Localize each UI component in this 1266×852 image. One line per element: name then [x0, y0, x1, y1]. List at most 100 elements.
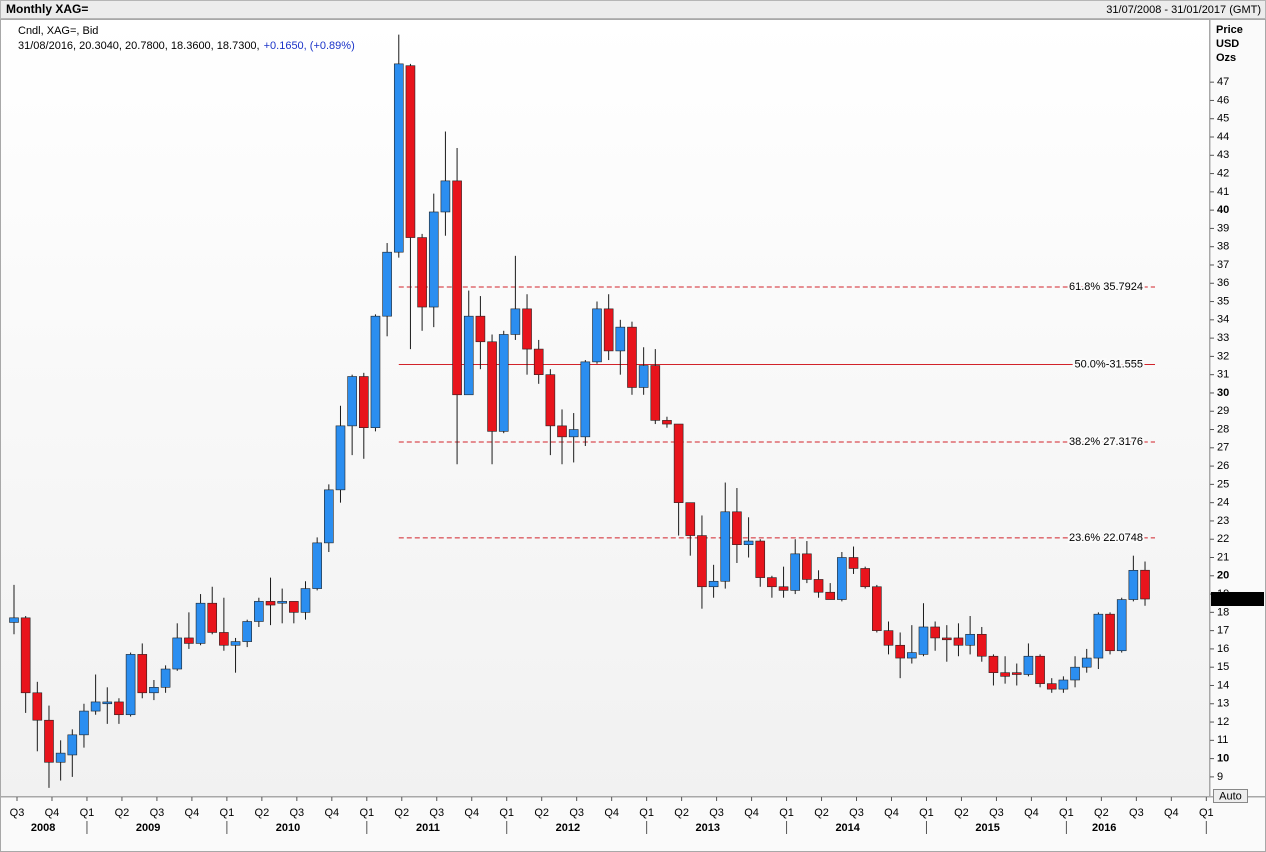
candle-body	[1035, 655, 1045, 684]
candle-body	[522, 308, 532, 350]
x-tick-label: Q2	[954, 807, 969, 819]
y-tick-label: 12	[1217, 716, 1229, 728]
y-tick-label: 14	[1217, 679, 1229, 691]
candle-body	[732, 511, 742, 546]
candle-body	[254, 601, 264, 622]
header-bar	[0, 0, 1266, 19]
date-range: 31/07/2008 - 31/01/2017 (GMT)	[1106, 4, 1261, 16]
candle-body	[510, 308, 521, 335]
candle-body	[90, 701, 101, 712]
candle-body	[662, 420, 672, 425]
y-tick-label: 16	[1217, 643, 1229, 655]
y-tick-label: 36	[1217, 277, 1229, 289]
candle-body	[382, 251, 392, 317]
x-tick-label: Q1	[919, 807, 934, 819]
candle-body	[545, 374, 556, 427]
y-tick-label: 10	[1217, 753, 1229, 765]
year-label: 2016	[1092, 822, 1116, 834]
candle-body	[533, 348, 544, 375]
legend-ohlc: 31/08/2016, 20.3040, 20.7800, 18.3600, 1…	[18, 40, 260, 52]
x-tick-label: Q2	[814, 807, 829, 819]
candle-body	[790, 553, 801, 591]
legend-line: Cndl, XAG=, Bid	[18, 25, 98, 37]
candle-body	[440, 180, 451, 213]
y-axis-title: USD	[1216, 38, 1239, 50]
legend-change: +0.1650, (+0.89%)	[264, 40, 355, 52]
candle-body	[347, 376, 357, 427]
auto-button-label[interactable]: Auto	[1219, 790, 1242, 802]
x-tick-label: Q3	[1129, 807, 1144, 819]
candle-body	[1000, 672, 1010, 677]
fib-label: 23.6% 22.0748	[1069, 532, 1143, 544]
candle-body	[837, 557, 847, 600]
x-tick-label: Q4	[464, 807, 479, 819]
candle-body	[685, 502, 696, 536]
candle-body	[417, 237, 427, 308]
candle-body	[79, 710, 89, 736]
x-tick-label: Q3	[569, 807, 584, 819]
candle-body	[1081, 657, 1092, 668]
candle-body	[207, 602, 218, 633]
y-tick-label: 31	[1217, 369, 1229, 381]
y-tick-label: 46	[1217, 94, 1229, 106]
y-tick-label: 38	[1217, 241, 1229, 253]
x-tick-label: Q4	[1024, 807, 1039, 819]
y-tick-label: 22	[1217, 533, 1229, 545]
candle-body	[1058, 679, 1069, 690]
x-tick-label: Q2	[394, 807, 409, 819]
x-tick-label: Q4	[884, 807, 899, 819]
candle-body	[230, 641, 241, 646]
candle-body	[872, 586, 882, 631]
x-tick-label: Q2	[115, 807, 130, 819]
y-tick-label: 44	[1217, 131, 1229, 143]
y-tick-label: 25	[1217, 478, 1229, 490]
candle-body	[708, 580, 719, 588]
candle-body	[778, 586, 789, 591]
candle-body	[1070, 666, 1080, 681]
candle-body	[743, 540, 754, 546]
year-label: 2010	[276, 822, 300, 834]
candle-body	[1105, 613, 1115, 652]
year-label: 2012	[556, 822, 580, 834]
candle-body	[941, 637, 952, 641]
candle-body	[335, 425, 346, 491]
x-tick-label: Q1	[80, 807, 95, 819]
y-tick-label: 27	[1217, 442, 1229, 454]
candle-body	[895, 644, 905, 659]
candle-body	[930, 626, 940, 639]
candle-body	[242, 621, 252, 642]
candle-body	[125, 654, 136, 716]
candle-body	[114, 701, 124, 716]
x-tick-label: Q1	[359, 807, 374, 819]
y-tick-label: 13	[1217, 698, 1229, 710]
y-tick-label: 30	[1217, 387, 1229, 399]
candle-body	[405, 65, 416, 238]
candle-body	[9, 617, 19, 623]
candle-body	[580, 361, 591, 438]
candle-body	[487, 341, 497, 432]
x-tick-label: Q1	[779, 807, 794, 819]
y-tick-label: 28	[1217, 423, 1229, 435]
candle-body	[184, 637, 194, 644]
y-tick-label: 45	[1217, 113, 1229, 125]
x-tick-label: Q2	[255, 807, 270, 819]
candle-body	[918, 626, 929, 655]
x-tick-label: Q4	[324, 807, 339, 819]
candle-body	[324, 489, 334, 544]
y-tick-label: 34	[1217, 314, 1229, 326]
candle-body	[650, 365, 661, 421]
y-tick-label: 11	[1217, 734, 1228, 746]
candle-body	[160, 668, 171, 688]
y-tick-label: 21	[1217, 551, 1229, 563]
x-tick-label: Q3	[429, 807, 444, 819]
candle-body	[393, 63, 404, 253]
candle-body	[289, 601, 299, 613]
x-tick-label: Q4	[744, 807, 759, 819]
auto-button[interactable]	[1213, 789, 1248, 803]
candle-body	[312, 542, 322, 589]
candle-body	[463, 315, 474, 396]
candle-body	[428, 211, 439, 308]
y-tick-label: 17	[1217, 625, 1229, 637]
y-axis-title: Price	[1216, 24, 1243, 36]
candle-body	[370, 315, 381, 428]
